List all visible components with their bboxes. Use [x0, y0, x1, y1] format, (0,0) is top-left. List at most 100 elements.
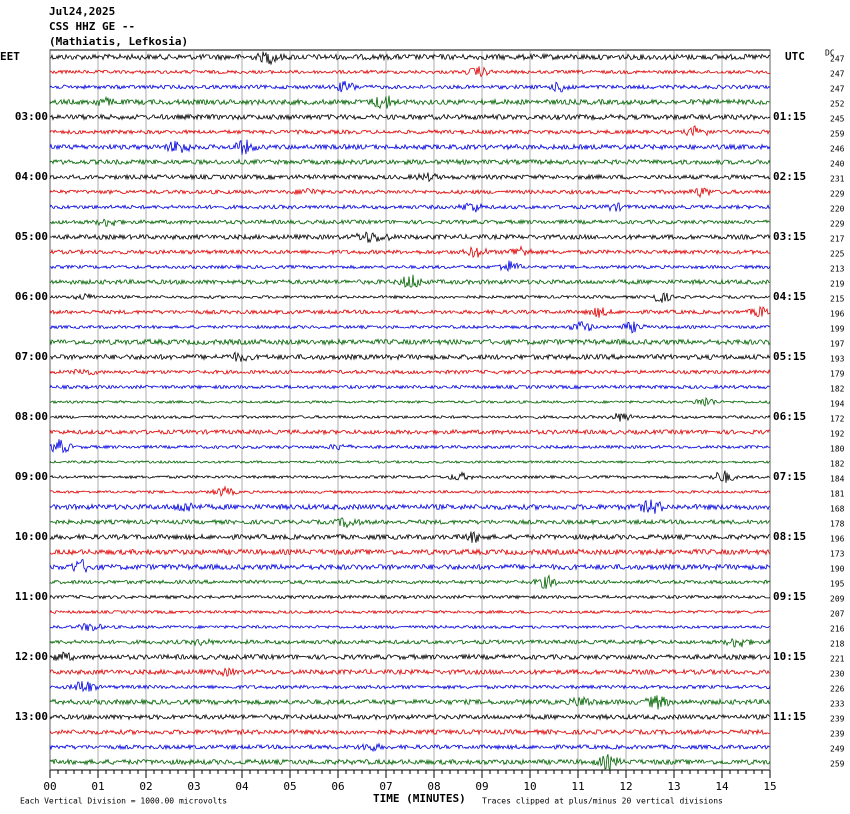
- right-zone: UTC: [785, 50, 805, 63]
- dc-value: 196: [830, 310, 845, 319]
- trace: [49, 531, 771, 543]
- dc-value: 215: [830, 295, 845, 304]
- dc-value: 229: [830, 190, 845, 199]
- trace: [49, 125, 771, 137]
- trace: [49, 337, 771, 346]
- dc-value: 181: [830, 490, 845, 499]
- x-tick-label: 11: [571, 780, 584, 793]
- dc-value: 207: [830, 610, 845, 619]
- x-tick-label: 10: [523, 780, 536, 793]
- dc-value: 196: [830, 535, 845, 544]
- right-time: 11:15: [773, 710, 806, 723]
- location: (Mathiatis, Lefkosia): [49, 35, 188, 48]
- trace: [49, 559, 771, 573]
- x-tick-label: 15: [763, 780, 776, 793]
- trace: [49, 548, 771, 557]
- trace: [49, 321, 770, 334]
- dc-value: 226: [830, 685, 845, 694]
- dc-value: 219: [830, 280, 845, 289]
- x-tick-label: 14: [715, 780, 729, 793]
- plot-frame: [49, 49, 771, 771]
- trace: [49, 499, 771, 514]
- dc-value: 221: [830, 655, 845, 664]
- dc-value: 179: [830, 370, 845, 379]
- trace: [49, 139, 771, 155]
- trace: [49, 202, 771, 213]
- trace: [49, 80, 771, 93]
- right-time: 06:15: [773, 410, 806, 423]
- dc-value: 220: [830, 205, 845, 214]
- trace: [49, 384, 771, 390]
- left-time: 12:00: [15, 650, 48, 663]
- dc-value: 249: [830, 745, 845, 754]
- dc-value: 192: [830, 430, 845, 439]
- trace: [49, 574, 771, 589]
- dc-value: 217: [830, 235, 845, 244]
- trace: [49, 66, 771, 78]
- dc-value: 184: [830, 475, 845, 484]
- x-tick-label: 02: [139, 780, 152, 793]
- trace: [49, 368, 771, 376]
- left-time: 11:00: [15, 590, 48, 603]
- trace: [49, 172, 771, 183]
- trace: [49, 637, 771, 648]
- trace: [49, 245, 771, 259]
- trace: [49, 428, 771, 436]
- trace: [49, 260, 771, 273]
- right-time: 04:15: [773, 290, 806, 303]
- x-tick-label: 06: [331, 780, 344, 793]
- right-time: 07:15: [773, 470, 806, 483]
- trace: [49, 459, 771, 465]
- dc-value: 231: [830, 175, 845, 184]
- right-time: 01:15: [773, 110, 806, 123]
- right-time: 03:15: [773, 230, 806, 243]
- trace: [49, 218, 770, 227]
- right-time: 10:15: [773, 650, 806, 663]
- trace: [49, 713, 771, 721]
- left-time: 03:00: [15, 110, 48, 123]
- trace: [49, 609, 771, 615]
- dc-value: 209: [830, 595, 845, 604]
- scale-note: Each Vertical Division = 1000.00 microvo…: [20, 797, 227, 806]
- x-tick-label: 13: [667, 780, 680, 793]
- dc-value: 182: [830, 385, 845, 394]
- dc-value: 259: [830, 760, 845, 769]
- dc-value: 218: [830, 640, 845, 649]
- left-time: 10:00: [15, 530, 48, 543]
- dc-value: 173: [830, 550, 845, 559]
- trace: [49, 651, 771, 662]
- right-time: 09:15: [773, 590, 806, 603]
- dc-value: 247: [830, 55, 845, 64]
- x-tick-label: 04: [235, 780, 249, 793]
- trace: [49, 594, 771, 600]
- right-time: 08:15: [773, 530, 806, 543]
- dc-value: 225: [830, 250, 845, 259]
- x-tick-label: 09: [475, 780, 488, 793]
- dc-value: 168: [830, 505, 845, 514]
- dc-value: 247: [830, 85, 845, 94]
- dc-value: 252: [830, 100, 845, 109]
- dc-value: 239: [830, 715, 845, 724]
- left-time: 08:00: [15, 410, 48, 423]
- trace: [49, 754, 771, 771]
- dc-value: 172: [830, 415, 845, 424]
- dc-value: 229: [830, 220, 845, 229]
- trace: [49, 187, 771, 199]
- right-time: 02:15: [773, 170, 806, 183]
- left-time: 06:00: [15, 290, 48, 303]
- dc-value: 246: [830, 145, 845, 154]
- trace: [49, 113, 771, 121]
- x-tick-label: 03: [187, 780, 200, 793]
- left-zone: EET: [0, 50, 20, 63]
- trace: [49, 622, 770, 632]
- x-tick-label: 08: [427, 780, 440, 793]
- dc-value: 239: [830, 730, 845, 739]
- trace: [49, 274, 771, 288]
- left-time: 13:00: [15, 710, 48, 723]
- dc-value: 180: [830, 445, 845, 454]
- dc-value: 190: [830, 565, 845, 574]
- left-time: 07:00: [15, 350, 48, 363]
- clip-note: Traces clipped at plus/minus 20 vertical…: [482, 797, 723, 806]
- dc-value: 240: [830, 160, 845, 169]
- trace: [49, 681, 771, 693]
